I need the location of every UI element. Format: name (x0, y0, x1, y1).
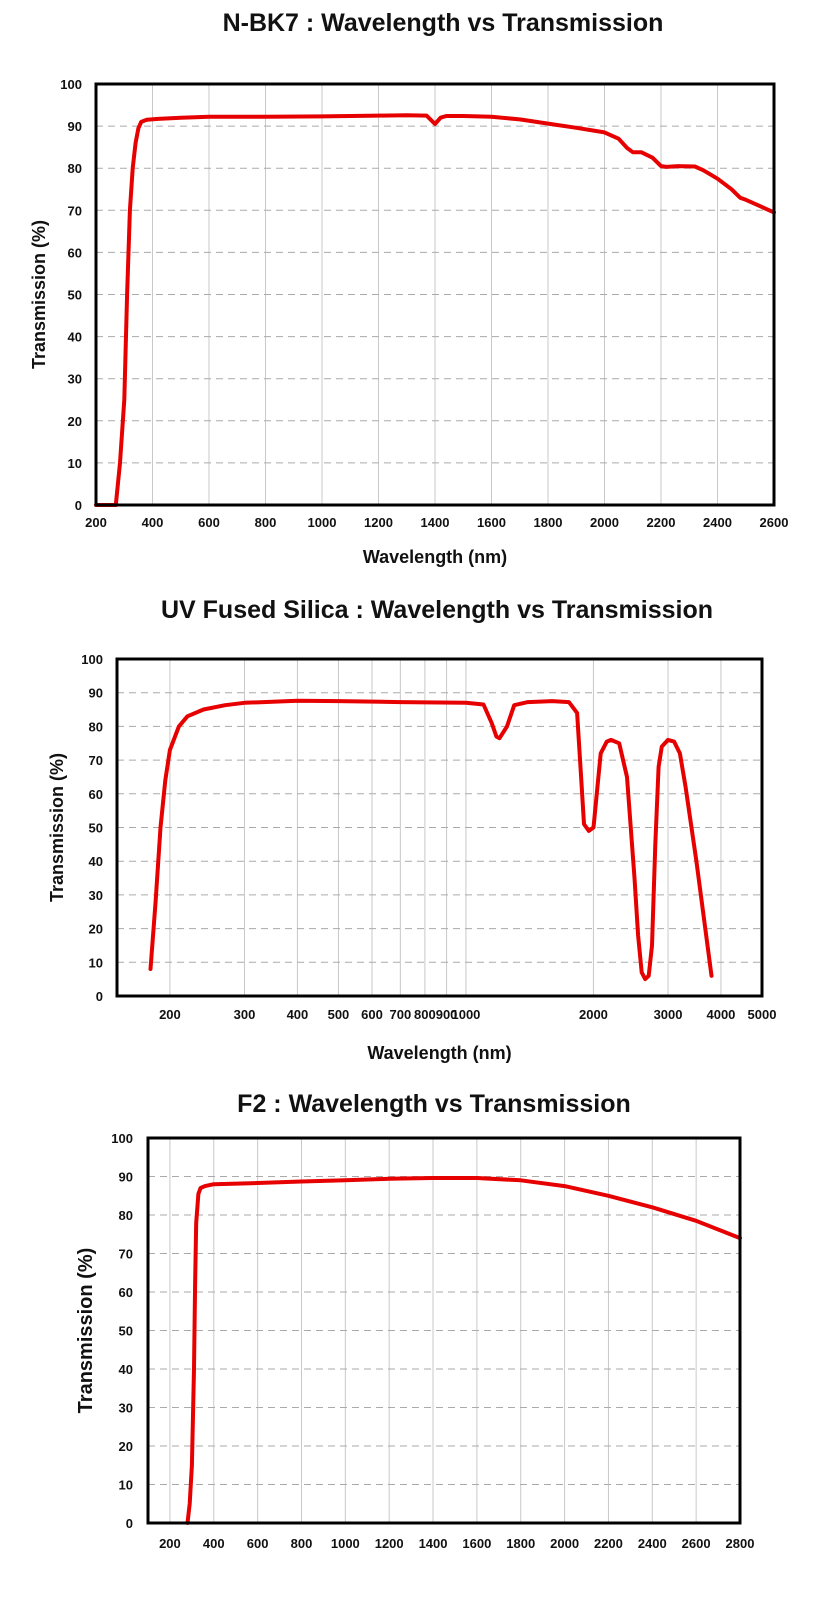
x-tick-label: 1400 (419, 1536, 448, 1551)
y-tick-label: 80 (68, 161, 82, 176)
x-tick-label: 400 (287, 1007, 309, 1022)
y-tick-label: 0 (75, 498, 82, 513)
x-tick-label: 3000 (654, 1007, 683, 1022)
x-tick-label: 400 (203, 1536, 225, 1551)
x-tick-label: 1000 (308, 515, 337, 530)
x-tick-label: 800 (291, 1536, 313, 1551)
x-tick-label: 600 (247, 1536, 269, 1551)
y-tick-label: 70 (68, 203, 82, 218)
x-tick-label: 800 (414, 1007, 436, 1022)
y-tick-label: 30 (68, 372, 82, 387)
x-tick-label: 2800 (726, 1536, 755, 1551)
y-axis-label: Transmission (%) (47, 753, 67, 902)
chart-2: UV Fused Silica : Wavelength vs Transmis… (47, 596, 776, 1063)
x-tick-label: 200 (85, 515, 107, 530)
x-tick-label: 1800 (506, 1536, 535, 1551)
y-tick-label: 30 (89, 888, 103, 903)
y-tick-label: 0 (126, 1516, 133, 1531)
y-tick-label: 20 (119, 1439, 133, 1454)
x-tick-label: 2600 (682, 1536, 711, 1551)
plot-frame (94, 82, 776, 507)
x-tick-label: 300 (234, 1007, 256, 1022)
y-tick-label: 100 (111, 1131, 133, 1146)
x-tick-label: 1600 (462, 1536, 491, 1551)
x-tick-label: 1000 (451, 1007, 480, 1022)
chart-title: F2 : Wavelength vs Transmission (237, 1090, 631, 1118)
x-tick-label: 900 (436, 1007, 458, 1022)
x-tick-label: 600 (198, 515, 220, 530)
x-tick-label: 2000 (590, 515, 619, 530)
x-axis-label: Wavelength (nm) (363, 547, 507, 567)
y-tick-label: 30 (119, 1401, 133, 1416)
transmission-curve (148, 698, 714, 982)
x-tick-label: 2600 (760, 515, 789, 530)
y-tick-label: 40 (89, 854, 103, 869)
x-tick-label: 5000 (748, 1007, 777, 1022)
x-tick-label: 2400 (638, 1536, 667, 1551)
x-tick-label: 800 (255, 515, 277, 530)
chart-title: UV Fused Silica : Wavelength vs Transmis… (161, 596, 713, 624)
x-tick-label: 500 (328, 1007, 350, 1022)
y-axis-label: Transmission (%) (75, 1248, 97, 1414)
y-tick-label: 60 (119, 1285, 133, 1300)
x-tick-label: 1200 (375, 1536, 404, 1551)
y-tick-label: 20 (68, 414, 82, 429)
y-tick-label: 90 (119, 1170, 133, 1185)
x-tick-label: 200 (159, 1536, 181, 1551)
y-tick-label: 50 (119, 1324, 133, 1339)
y-tick-label: 90 (68, 119, 82, 134)
chart-title: N-BK7 : Wavelength vs Transmission (223, 9, 664, 37)
y-tick-label: 80 (119, 1208, 133, 1223)
x-tick-label: 600 (361, 1007, 383, 1022)
x-tick-label: 400 (142, 515, 164, 530)
x-tick-label: 700 (389, 1007, 411, 1022)
x-tick-label: 2200 (594, 1536, 623, 1551)
transmission-curve (185, 1176, 742, 1525)
x-tick-label: 2200 (647, 515, 676, 530)
y-tick-label: 10 (89, 955, 103, 970)
x-tick-label: 2000 (550, 1536, 579, 1551)
x-tick-label: 200 (159, 1007, 181, 1022)
x-tick-label: 1400 (421, 515, 450, 530)
y-tick-label: 10 (119, 1478, 133, 1493)
y-tick-label: 10 (68, 456, 82, 471)
plot-frame (146, 1136, 742, 1525)
y-tick-label: 20 (89, 922, 103, 937)
x-tick-label: 4000 (706, 1007, 735, 1022)
x-tick-label: 2000 (579, 1007, 608, 1022)
y-tick-label: 80 (89, 719, 103, 734)
x-tick-label: 1000 (331, 1536, 360, 1551)
y-tick-label: 40 (68, 330, 82, 345)
y-tick-label: 50 (68, 288, 82, 303)
transmission-curve (94, 113, 776, 507)
y-tick-label: 50 (89, 821, 103, 836)
y-tick-label: 0 (96, 989, 103, 1004)
y-tick-label: 100 (81, 652, 103, 667)
x-tick-label: 1600 (477, 515, 506, 530)
y-tick-label: 60 (89, 787, 103, 802)
y-tick-label: 70 (119, 1247, 133, 1262)
x-tick-label: 2400 (703, 515, 732, 530)
x-tick-label: 1200 (364, 515, 393, 530)
plot-frame (115, 657, 764, 998)
x-tick-label: 1800 (534, 515, 563, 530)
y-axis-label: Transmission (%) (29, 220, 49, 369)
y-tick-label: 60 (68, 245, 82, 260)
x-axis-label: Wavelength (nm) (367, 1043, 511, 1063)
y-tick-label: 40 (119, 1362, 133, 1377)
y-tick-label: 100 (60, 77, 82, 92)
y-tick-label: 90 (89, 686, 103, 701)
y-tick-label: 70 (89, 753, 103, 768)
